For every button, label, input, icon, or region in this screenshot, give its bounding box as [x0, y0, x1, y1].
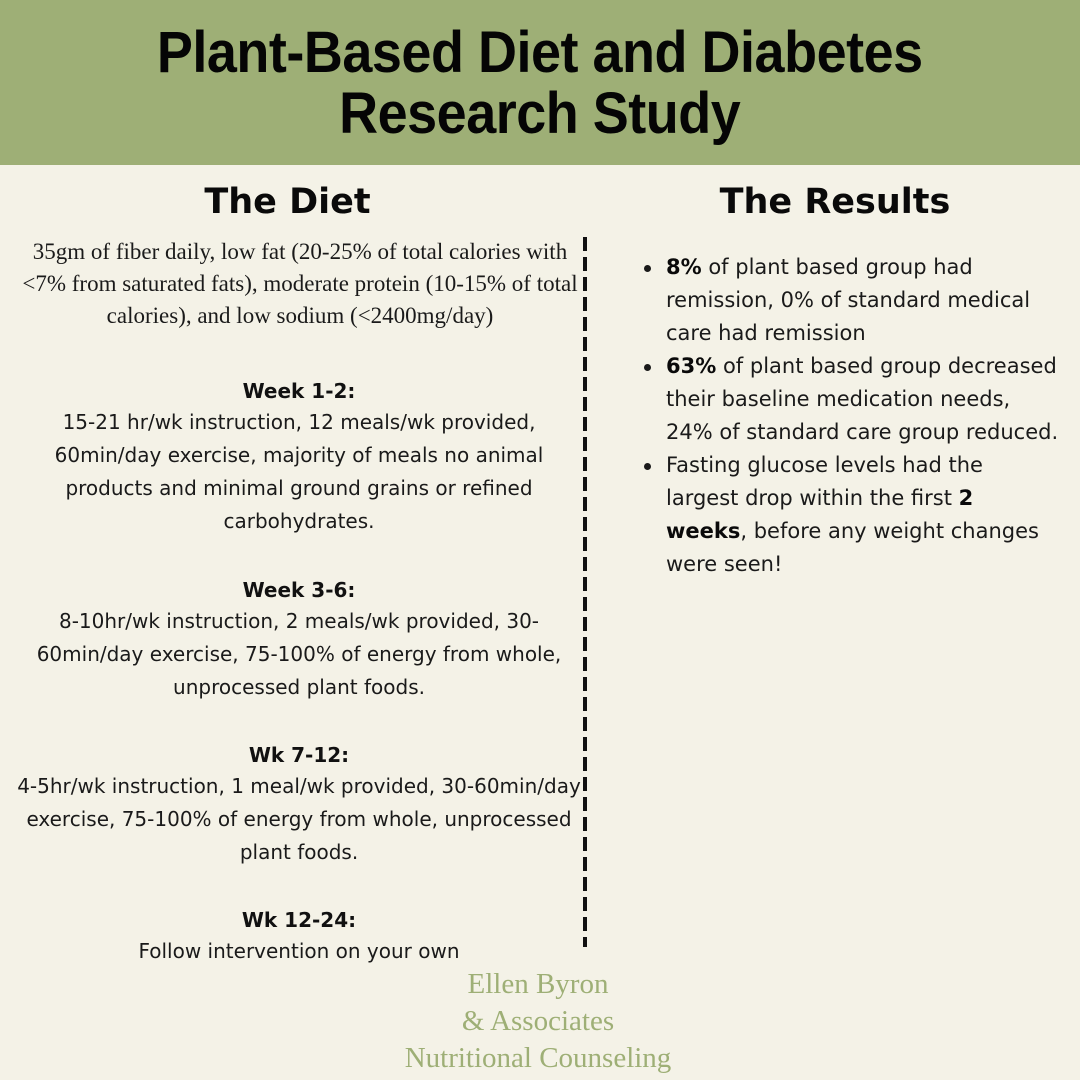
result-highlight: 2 weeks — [666, 486, 974, 543]
result-item-glucose: Fasting glucose levels had the largest d… — [640, 449, 1060, 581]
phase-week-3-6: Week 3-6: 8-10hr/wk instruction, 2 meals… — [0, 575, 598, 704]
brand-line-1: Ellen Byron — [467, 968, 609, 1000]
phase-text: Follow intervention on your own — [138, 939, 460, 963]
results-heading: The Results — [719, 182, 951, 222]
page-title-line-2: Research Study — [339, 80, 741, 146]
result-highlight: 8% — [666, 255, 702, 279]
phase-title: Wk 7-12: — [248, 743, 350, 767]
phase-text: 15-21 hr/wk instruction, 12 meals/wk pro… — [54, 410, 544, 533]
title-banner: Plant-Based Diet and Diabetes Research S… — [0, 0, 1080, 165]
phase-text: 8-10hr/wk instruction, 2 meals/wk provid… — [36, 609, 562, 699]
diet-heading: The Diet — [204, 182, 371, 222]
result-item-remission: 8% of plant based group had remission, 0… — [640, 251, 1060, 350]
result-item-medication: 63% of plant based group decreased their… — [640, 350, 1060, 449]
phase-week-12-24: Wk 12-24: Follow intervention on your ow… — [0, 905, 598, 968]
phase-title: Wk 12-24: — [241, 908, 357, 932]
phase-title: Week 3-6: — [242, 578, 356, 602]
brand-line-2: & Associates — [461, 1005, 615, 1037]
phase-text: 4-5hr/wk instruction, 1 meal/wk provided… — [17, 774, 581, 864]
diet-summary: 35gm of fiber daily, low fat (20-25% of … — [22, 239, 578, 328]
dashed-divider — [583, 237, 587, 947]
result-highlight: 63% — [666, 354, 717, 378]
phase-week-7-12: Wk 7-12: 4-5hr/wk instruction, 1 meal/wk… — [0, 740, 598, 869]
page-title-line-1: Plant-Based Diet and Diabetes — [157, 19, 923, 85]
result-text-pre: Fasting glucose levels had the largest d… — [666, 453, 983, 510]
brand-logo-text: Ellen Byron & Associates Nutritional Cou… — [380, 966, 696, 1077]
result-text: of plant based group had remission, 0% o… — [666, 255, 1031, 345]
phase-week-1-2: Week 1-2: 15-21 hr/wk instruction, 12 me… — [0, 376, 598, 538]
result-text: of plant based group decreased their bas… — [666, 354, 1059, 444]
brand-line-3: Nutritional Counseling — [404, 1042, 672, 1074]
results-list: 8% of plant based group had remission, 0… — [640, 251, 1060, 581]
result-text: , before any weight changes were seen! — [666, 519, 1039, 576]
phase-title: Week 1-2: — [242, 379, 356, 403]
